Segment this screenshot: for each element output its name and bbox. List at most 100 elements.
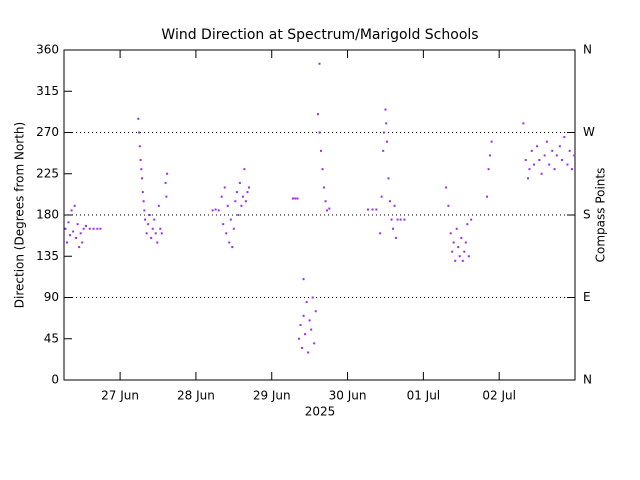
x-tick-label: 29 Jun xyxy=(253,389,291,403)
x-tick-label: 28 Jun xyxy=(177,389,215,403)
data-point xyxy=(231,246,234,249)
data-point xyxy=(323,186,326,189)
data-point xyxy=(220,195,223,198)
data-point xyxy=(447,204,450,207)
y2-axis-label: Compass Points xyxy=(594,168,608,263)
data-point xyxy=(72,230,75,233)
x-tick-label: 02 Jul xyxy=(482,389,516,403)
data-point xyxy=(460,236,463,239)
data-point xyxy=(487,168,490,171)
data-point xyxy=(458,255,461,258)
y-tick-label: 45 xyxy=(44,331,59,345)
data-point xyxy=(145,232,148,235)
data-point xyxy=(159,227,162,230)
data-point xyxy=(528,168,531,171)
data-point xyxy=(141,177,144,180)
data-point xyxy=(165,195,168,198)
data-point xyxy=(225,232,228,235)
data-point xyxy=(313,342,316,345)
data-point xyxy=(395,236,398,239)
data-point xyxy=(563,136,566,139)
data-point xyxy=(561,159,564,161)
data-point xyxy=(382,131,385,134)
data-point xyxy=(392,227,395,230)
data-point xyxy=(153,218,156,221)
data-point xyxy=(455,227,458,230)
data-point xyxy=(238,181,241,184)
data-point xyxy=(143,209,146,212)
data-point xyxy=(138,131,141,134)
data-point xyxy=(382,149,385,152)
data-point xyxy=(294,197,297,200)
data-point xyxy=(389,200,392,203)
data-point xyxy=(530,149,533,152)
data-point xyxy=(489,154,492,157)
data-point xyxy=(241,195,244,198)
data-point xyxy=(543,154,546,157)
data-point xyxy=(151,227,154,230)
data-point xyxy=(64,227,67,230)
data-point xyxy=(326,209,329,212)
data-point xyxy=(464,241,467,244)
data-point xyxy=(235,191,238,194)
data-point xyxy=(291,197,294,200)
data-point xyxy=(223,186,226,189)
data-point xyxy=(526,177,529,180)
data-point xyxy=(142,200,145,203)
data-point xyxy=(302,278,305,281)
data-point xyxy=(384,108,387,111)
data-point xyxy=(307,351,310,354)
data-point xyxy=(137,117,140,120)
data-point xyxy=(73,204,76,207)
data-point xyxy=(226,204,229,207)
data-point xyxy=(524,159,527,161)
data-point xyxy=(232,227,235,230)
data-point xyxy=(318,131,321,134)
data-point xyxy=(324,200,327,203)
data-point xyxy=(138,145,141,148)
data-point xyxy=(99,227,102,230)
data-point xyxy=(466,223,469,226)
data-point xyxy=(367,208,370,211)
x-tick-label: 30 Jun xyxy=(329,389,367,403)
data-point xyxy=(551,149,554,152)
data-point xyxy=(451,250,454,253)
data-point xyxy=(568,149,571,152)
data-point xyxy=(96,227,99,230)
data-point xyxy=(470,218,473,221)
y2-tick-label: E xyxy=(583,290,591,304)
y2-tick-label: W xyxy=(583,125,595,139)
data-point xyxy=(385,122,388,125)
data-point xyxy=(555,154,558,157)
data-point xyxy=(538,159,541,161)
y-tick-label: 180 xyxy=(36,208,59,222)
data-point xyxy=(299,324,302,326)
data-point xyxy=(379,232,382,235)
data-point xyxy=(243,168,246,171)
data-point xyxy=(316,113,319,116)
data-point xyxy=(540,172,543,175)
y-tick-label: 270 xyxy=(36,125,59,139)
x-axis-label: 2025 xyxy=(305,405,336,419)
data-point xyxy=(144,218,147,221)
data-point xyxy=(573,154,576,157)
y2-tick-label: N xyxy=(583,43,592,57)
data-point xyxy=(375,208,378,211)
data-point xyxy=(449,232,452,235)
data-point xyxy=(139,159,142,161)
data-point xyxy=(304,333,307,336)
data-point xyxy=(467,255,470,258)
data-point xyxy=(371,208,374,211)
data-point xyxy=(228,241,231,244)
x-tick-label: 01 Jul xyxy=(407,389,441,403)
data-point xyxy=(84,225,87,227)
data-point xyxy=(533,163,536,166)
data-point xyxy=(298,337,301,340)
data-point xyxy=(147,223,150,226)
data-point xyxy=(566,163,569,166)
data-point xyxy=(390,218,393,221)
data-point xyxy=(247,186,250,189)
data-point xyxy=(214,208,217,211)
